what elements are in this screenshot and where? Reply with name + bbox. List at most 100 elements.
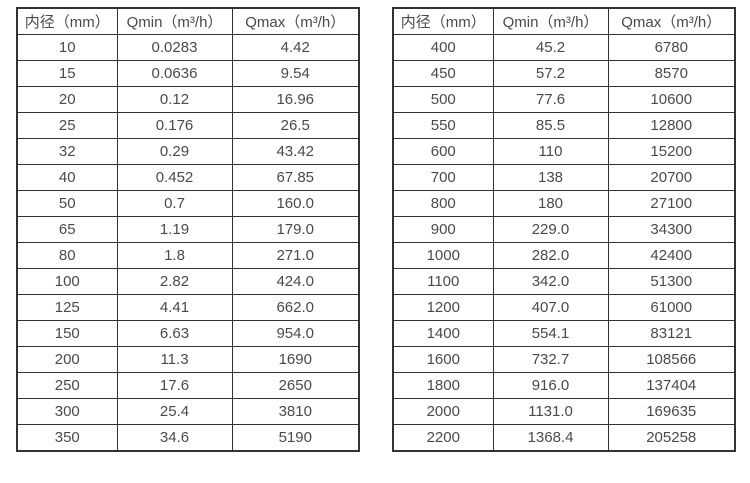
table-cell: 179.0 [231,216,360,243]
table-row: 15 0.0636 9.54 [16,60,360,87]
table-row: 400 45.2 6780 [392,34,736,61]
table-cell: 0.0283 [116,34,233,61]
table-cell: 77.6 [492,86,609,113]
header-row: 内径（mm） Qmin（m³/h） Qmax（m³/h） [16,7,360,35]
table-row: 1800 916.0 137404 [392,372,736,399]
table-cell: 0.176 [116,112,233,139]
table-row: 450 57.2 8570 [392,60,736,87]
table-cell: 20700 [607,164,736,191]
table-cell: 8570 [607,60,736,87]
table-cell: 11.3 [116,346,233,373]
flow-table-small-diameter: 内径（mm） Qmin（m³/h） Qmax（m³/h） 10 0.0283 4.42 1… [16,7,360,452]
table-cell: 40 [16,164,118,191]
table-cell: 0.7 [116,190,233,217]
flow-table-large-diameter: 内径（mm） Qmin（m³/h） Qmax（m³/h） 400 45.2 6780 45… [392,7,736,452]
table-cell: 67.85 [231,164,360,191]
table-cell: 2000 [392,398,494,425]
table-row: 80 1.8 271.0 [16,242,360,269]
table-cell: 34.6 [116,424,233,452]
table-row: 32 0.29 43.42 [16,138,360,165]
table-cell: 180 [492,190,609,217]
table-cell: 600 [392,138,494,165]
table-cell: 34300 [607,216,736,243]
table-row: 150 6.63 954.0 [16,320,360,347]
table-cell: 0.452 [116,164,233,191]
table-cell: 2650 [231,372,360,399]
table-cell: 229.0 [492,216,609,243]
table-row: 300 25.4 3810 [16,398,360,425]
column-header: Qmax（m³/h） [607,7,736,35]
table-cell: 80 [16,242,118,269]
table-row: 1400 554.1 83121 [392,320,736,347]
table-cell: 6780 [607,34,736,61]
table-cell: 0.12 [116,86,233,113]
table-cell: 83121 [607,320,736,347]
table-cell: 900 [392,216,494,243]
table-cell: 250 [16,372,118,399]
table-cell: 424.0 [231,268,360,295]
table-cell: 110 [492,138,609,165]
table-cell: 25.4 [116,398,233,425]
table-cell: 0.29 [116,138,233,165]
table-row: 1200 407.0 61000 [392,294,736,321]
table-cell: 1368.4 [492,424,609,452]
column-header: Qmin（m³/h） [116,7,233,35]
table-cell: 61000 [607,294,736,321]
table-cell: 200 [16,346,118,373]
table-cell: 205258 [607,424,736,452]
table-row: 900 229.0 34300 [392,216,736,243]
table-cell: 20 [16,86,118,113]
table-cell: 1100 [392,268,494,295]
table-cell: 554.1 [492,320,609,347]
table-cell: 0.0636 [116,60,233,87]
table-cell: 27100 [607,190,736,217]
table-row: 50 0.7 160.0 [16,190,360,217]
table-cell: 10 [16,34,118,61]
header-row: 内径（mm） Qmin（m³/h） Qmax（m³/h） [392,7,736,35]
table-cell: 800 [392,190,494,217]
table-cell: 108566 [607,346,736,373]
table-cell: 1.19 [116,216,233,243]
table-cell: 662.0 [231,294,360,321]
table-cell: 9.54 [231,60,360,87]
table-cell: 500 [392,86,494,113]
table-cell: 2.82 [116,268,233,295]
table-row: 200 11.3 1690 [16,346,360,373]
table-cell: 17.6 [116,372,233,399]
table-cell: 65 [16,216,118,243]
table-cell: 954.0 [231,320,360,347]
table-cell: 138 [492,164,609,191]
table-cell: 1200 [392,294,494,321]
table-cell: 1400 [392,320,494,347]
table-cell: 150 [16,320,118,347]
table-cell: 1800 [392,372,494,399]
table-cell: 282.0 [492,242,609,269]
table-cell: 700 [392,164,494,191]
table-row: 20 0.12 16.96 [16,86,360,113]
table-cell: 85.5 [492,112,609,139]
table-row: 600 110 15200 [392,138,736,165]
column-header: 内径（mm） [392,7,494,35]
table-cell: 160.0 [231,190,360,217]
table-row: 40 0.452 67.85 [16,164,360,191]
table-cell: 1600 [392,346,494,373]
table-cell: 1.8 [116,242,233,269]
table-row: 1600 732.7 108566 [392,346,736,373]
column-header: Qmin（m³/h） [492,7,609,35]
table-cell: 169635 [607,398,736,425]
table-cell: 400 [392,34,494,61]
table-cell: 350 [16,424,118,452]
tables-container: 内径（mm） Qmin（m³/h） Qmax（m³/h） 10 0.0283 4.42 1… [16,7,736,452]
table-cell: 25 [16,112,118,139]
table-cell: 450 [392,60,494,87]
table-cell: 137404 [607,372,736,399]
table-cell: 342.0 [492,268,609,295]
table-cell: 1131.0 [492,398,609,425]
table-cell: 3810 [231,398,360,425]
table-row: 125 4.41 662.0 [16,294,360,321]
table-cell: 407.0 [492,294,609,321]
table-cell: 16.96 [231,86,360,113]
table-cell: 12800 [607,112,736,139]
table-row: 800 180 27100 [392,190,736,217]
table-cell: 57.2 [492,60,609,87]
